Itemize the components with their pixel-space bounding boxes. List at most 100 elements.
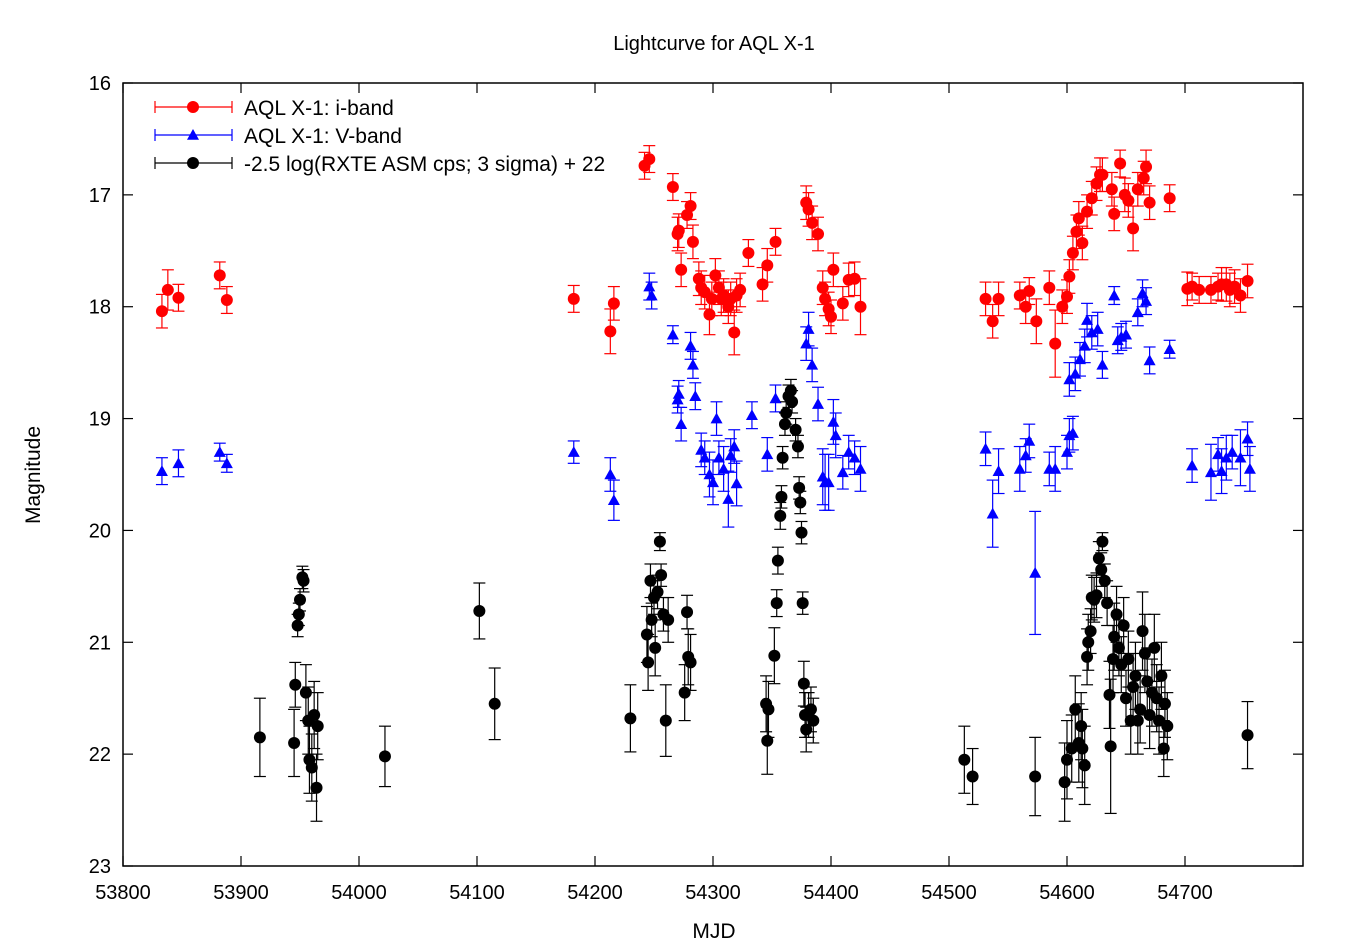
data-point xyxy=(1013,289,1026,302)
data-point xyxy=(992,465,1005,476)
data-point xyxy=(1131,714,1144,727)
data-point xyxy=(806,216,819,229)
data-point xyxy=(604,468,617,480)
data-point xyxy=(1140,295,1153,306)
data-point xyxy=(786,395,799,408)
data-point xyxy=(172,291,185,304)
data-point xyxy=(1058,776,1071,789)
data-point xyxy=(672,387,685,399)
chart-title: Lightcurve for AQL X-1 xyxy=(613,33,815,55)
data-point xyxy=(288,736,301,749)
data-point xyxy=(992,292,1005,305)
data-point xyxy=(1029,566,1042,578)
data-point xyxy=(796,597,809,610)
data-point xyxy=(1076,236,1089,249)
data-point xyxy=(1096,535,1109,548)
data-point xyxy=(655,569,668,582)
data-point xyxy=(1143,708,1156,721)
data-point xyxy=(1234,289,1247,302)
legend-entry-2: AQL X-1: V-band xyxy=(154,125,402,148)
data-point xyxy=(730,477,743,489)
data-point xyxy=(1103,688,1116,701)
data-point xyxy=(854,462,867,474)
x-tick-label: 54400 xyxy=(803,882,859,904)
data-point xyxy=(684,339,697,351)
data-point xyxy=(771,554,784,567)
data-point xyxy=(836,466,849,478)
data-point xyxy=(1070,225,1083,238)
data-point xyxy=(567,446,580,457)
data-point xyxy=(1122,194,1135,207)
data-point xyxy=(827,415,840,427)
data-point xyxy=(762,703,775,716)
data-point xyxy=(825,310,837,323)
y-tick-label: 21 xyxy=(89,632,111,654)
data-point xyxy=(1163,192,1176,205)
data-point xyxy=(1108,289,1121,301)
x-tick-label: 54700 xyxy=(1157,882,1213,904)
data-point xyxy=(643,280,656,292)
data-point xyxy=(705,292,718,305)
data-point xyxy=(794,496,807,509)
x-tick-label: 53900 xyxy=(213,882,269,904)
data-point xyxy=(804,703,817,716)
data-point xyxy=(689,390,702,401)
data-point xyxy=(1043,281,1056,294)
data-point xyxy=(703,308,716,321)
data-point xyxy=(1030,315,1043,328)
data-point xyxy=(1049,337,1062,350)
data-point xyxy=(678,686,691,699)
legend-entry-1: AQL X-1: i-band xyxy=(154,97,394,120)
data-point xyxy=(710,412,723,424)
axis-layer: 53800 53900 54000 54100 54200 54300 54400 54500… xyxy=(89,73,1303,904)
series-1 xyxy=(155,145,1254,378)
data-point xyxy=(666,181,679,194)
data-point xyxy=(253,731,266,744)
data-point xyxy=(686,235,699,248)
data-point xyxy=(187,101,199,113)
data-point xyxy=(607,297,620,310)
legend-label: AQL X-1: i-band xyxy=(244,97,394,120)
y-tick-label: 23 xyxy=(89,856,111,878)
data-point xyxy=(769,392,782,404)
data-point xyxy=(1112,641,1125,654)
data-point xyxy=(1243,462,1256,474)
data-point xyxy=(769,235,782,248)
data-point xyxy=(707,476,719,488)
data-point xyxy=(642,656,655,669)
data-point xyxy=(1220,451,1233,463)
data-point xyxy=(671,393,684,405)
data-point xyxy=(722,493,735,504)
data-point xyxy=(213,269,226,282)
data-point xyxy=(774,509,787,522)
data-point xyxy=(161,283,174,296)
data-point xyxy=(1105,183,1118,196)
y-tick-label: 17 xyxy=(89,185,111,207)
data-point xyxy=(1134,703,1147,716)
data-point xyxy=(1108,207,1121,220)
data-point xyxy=(666,328,679,340)
data-point xyxy=(1143,354,1156,366)
data-point xyxy=(155,465,168,476)
data-point xyxy=(829,429,842,441)
data-point xyxy=(1241,274,1254,287)
data-point xyxy=(1091,323,1104,334)
y-tick-label: 18 xyxy=(89,297,111,319)
data-point xyxy=(1158,697,1171,710)
data-point xyxy=(1122,653,1135,666)
data-point xyxy=(958,753,971,766)
data-point xyxy=(624,712,637,725)
data-point xyxy=(1061,290,1073,303)
data-point xyxy=(806,358,819,370)
data-point xyxy=(822,476,835,488)
data-point xyxy=(172,457,185,469)
data-point xyxy=(1078,339,1091,351)
data-point xyxy=(1241,432,1254,444)
data-point xyxy=(1073,353,1086,365)
data-point xyxy=(1076,742,1089,755)
data-point xyxy=(1084,625,1097,638)
series-layer xyxy=(155,145,1256,822)
data-point xyxy=(1137,172,1150,185)
x-tick-label: 54500 xyxy=(921,882,977,904)
data-point xyxy=(812,398,825,409)
